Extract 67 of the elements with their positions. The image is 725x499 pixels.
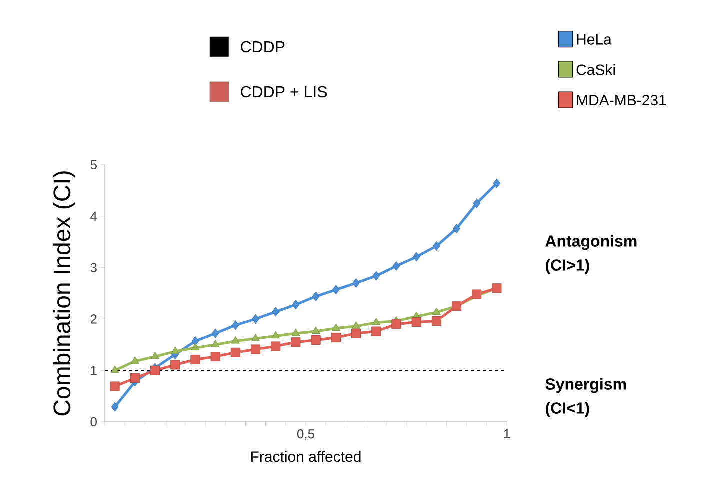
- point: [130, 374, 140, 384]
- point: [271, 342, 281, 352]
- point: [332, 285, 340, 295]
- point: [111, 402, 119, 412]
- point: [352, 278, 360, 288]
- point: [331, 332, 341, 342]
- legend-label: CaSki: [576, 64, 616, 76]
- y-tick-label: 2: [90, 314, 97, 324]
- point: [110, 366, 120, 374]
- point: [210, 352, 220, 362]
- point: [352, 328, 362, 338]
- point: [372, 326, 382, 336]
- point: [372, 271, 380, 281]
- x-tick-label: 0,5: [297, 430, 314, 440]
- text: Antagonism (CI>1): [546, 235, 637, 274]
- point: [372, 318, 381, 326]
- point: [493, 178, 501, 188]
- text: CDDP: [241, 41, 285, 53]
- point: [432, 316, 442, 326]
- point: [473, 198, 480, 208]
- point: [212, 328, 220, 338]
- text: CDDP + LIS: [241, 86, 328, 98]
- point: [492, 284, 502, 294]
- point: [251, 344, 261, 354]
- point: [292, 328, 300, 336]
- point: [171, 346, 180, 354]
- point: [232, 336, 240, 344]
- point: [433, 241, 440, 251]
- y-tick-label: 4: [90, 212, 98, 221]
- point: [230, 348, 240, 358]
- point: [151, 352, 160, 360]
- point: [392, 320, 402, 330]
- legend-label: MDA-MB-231: [577, 95, 666, 106]
- point: [352, 322, 360, 329]
- point: [412, 318, 422, 328]
- y-axis-title: Combination Index (CI): [53, 172, 76, 416]
- point: [191, 343, 200, 350]
- text: Synergism (CI<1): [546, 378, 626, 418]
- point: [292, 300, 300, 310]
- point: [252, 314, 260, 324]
- point: [131, 356, 140, 364]
- y-tick-label: 1: [91, 366, 97, 376]
- point: [312, 292, 320, 302]
- point: [110, 382, 120, 392]
- point: [452, 302, 462, 312]
- point: [211, 340, 220, 348]
- y-tick-label: 5: [90, 160, 97, 170]
- point: [453, 224, 460, 234]
- point: [232, 320, 240, 330]
- point: [170, 360, 180, 370]
- point: [252, 334, 260, 342]
- y-tick-label: 0: [90, 417, 97, 427]
- point: [392, 262, 400, 272]
- y-tick-label: 3: [90, 263, 97, 272]
- point: [291, 338, 301, 348]
- point: [272, 307, 280, 317]
- point: [150, 366, 160, 376]
- point: [432, 308, 441, 316]
- point: [192, 336, 200, 346]
- point: [412, 252, 420, 262]
- point: [272, 331, 280, 339]
- point: [332, 324, 340, 331]
- legend-label: HeLa: [577, 34, 612, 45]
- point: [311, 336, 321, 346]
- x-axis-title: Fraction affected: [252, 451, 361, 462]
- point: [312, 326, 320, 334]
- point: [190, 355, 200, 365]
